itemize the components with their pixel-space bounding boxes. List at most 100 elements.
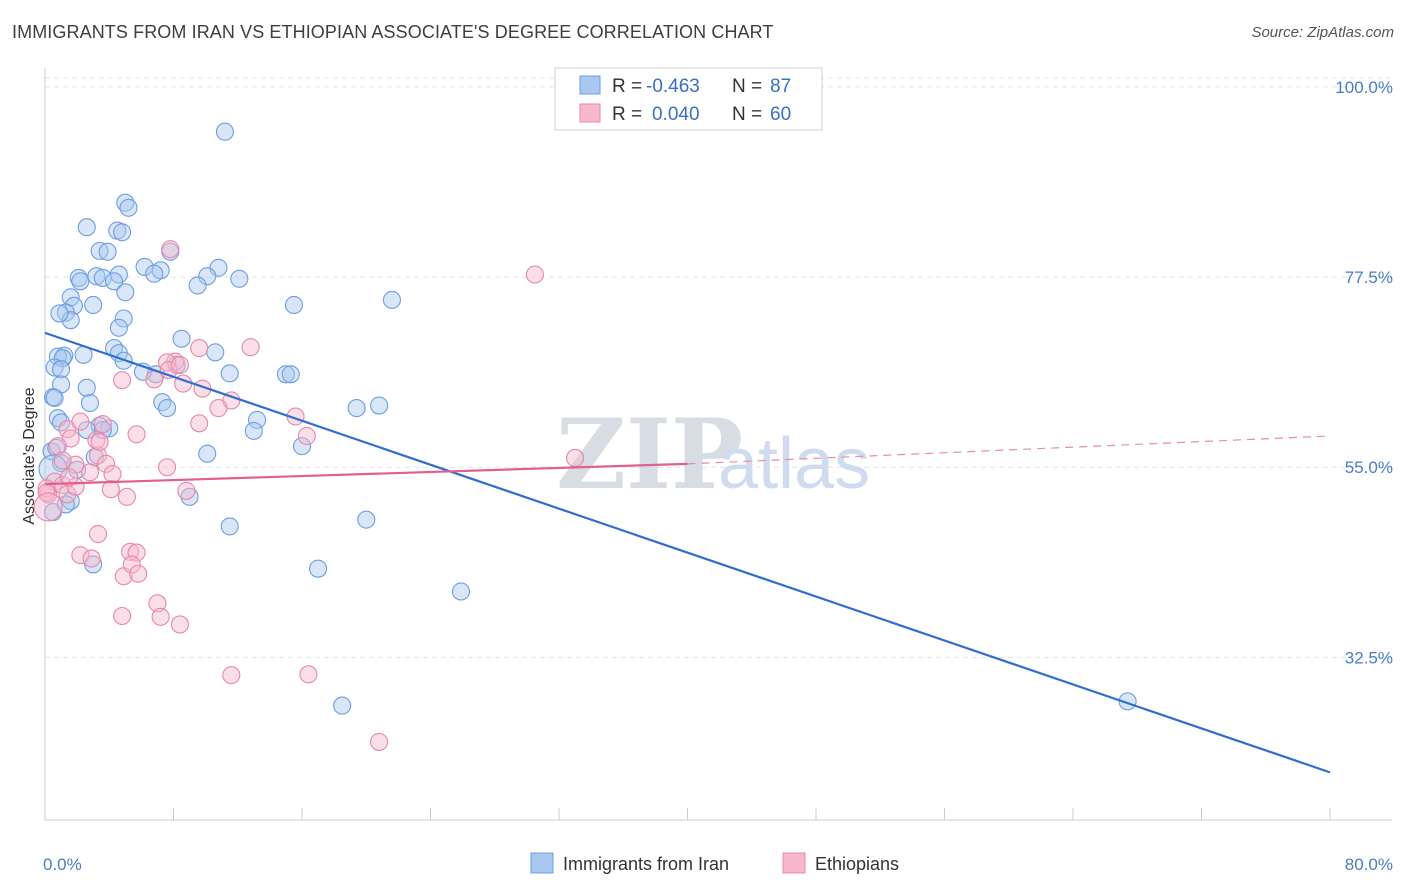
point-iran — [244, 421, 263, 440]
point-iran — [284, 295, 304, 315]
point-iran — [220, 517, 239, 536]
point-iran — [357, 510, 376, 529]
point-ethiopians — [117, 487, 136, 506]
legend-n-value-ethiopians: 60 — [770, 104, 791, 125]
legend-r-value-ethiopians: 0.040 — [652, 104, 700, 125]
axes — [44, 68, 1392, 821]
point-iran — [52, 413, 71, 432]
point-ethiopians — [525, 265, 544, 284]
legend-n-label-iran: N = — [732, 76, 762, 97]
point-ethiopians — [60, 468, 79, 487]
point-iran — [113, 223, 132, 242]
point-iran — [382, 290, 402, 309]
point-iran — [220, 364, 239, 383]
point-iran — [116, 193, 135, 212]
point-iran — [80, 393, 100, 413]
point-ethiopians — [80, 463, 100, 482]
point-iran — [84, 295, 103, 315]
point-iran — [45, 388, 64, 407]
point-ethiopians — [53, 451, 72, 470]
legend-n-value-iran: 87 — [770, 76, 791, 97]
point-ethiopians — [158, 458, 177, 477]
point-ethiopians — [93, 415, 112, 434]
x-tick-label: 80.0% — [1345, 855, 1393, 874]
point-ethiopians — [190, 339, 209, 358]
chart-title: IMMIGRANTS FROM IRAN VS ETHIOPIAN ASSOCI… — [12, 22, 774, 42]
watermark-atlas: atlas — [718, 424, 870, 504]
trend-line-ethiopians — [44, 462, 688, 486]
point-iran — [292, 437, 312, 456]
x-tick-labels: 0.0% 80.0% — [43, 855, 1393, 874]
chart-source: Source: ZipAtlas.com — [1251, 24, 1394, 41]
point-iran — [451, 582, 471, 601]
point-iran — [198, 444, 217, 463]
point-ethiopians — [127, 543, 146, 562]
point-iran — [153, 393, 172, 412]
point-iran — [276, 365, 295, 384]
y-tick-labels: 100.0% 77.5% 55.0% 32.5% — [1335, 78, 1393, 668]
point-iran — [45, 358, 64, 377]
point-ethiopians — [190, 414, 209, 433]
point-ethiopians — [127, 425, 146, 444]
point-iran — [77, 378, 96, 397]
point-iran — [93, 268, 112, 287]
point-ethiopians — [71, 412, 90, 431]
legend-swatch-iran — [579, 75, 601, 95]
y-tick-label: 100.0% — [1335, 78, 1393, 97]
point-iran — [247, 410, 267, 429]
y-tick-label: 55.0% — [1345, 458, 1393, 477]
point-iran — [309, 559, 328, 578]
legend-r-label-iran: R = — [612, 76, 642, 97]
legend-r-value-iran: -0.463 — [646, 76, 700, 97]
point-iran — [370, 396, 389, 415]
y-axis-label: Associate's Degree — [21, 387, 38, 524]
point-ethiopians — [170, 615, 189, 634]
point-iran — [198, 267, 217, 286]
point-iran — [114, 309, 133, 328]
y-tick-label: 32.5% — [1345, 648, 1393, 667]
point-iran — [77, 218, 96, 237]
point-ethiopians — [87, 431, 106, 450]
trend-line-ethiopians-extension — [687, 435, 1331, 465]
point-iran — [43, 388, 63, 407]
legend-n-label-ethiopians: N = — [732, 104, 762, 125]
point-ethiopians — [113, 371, 132, 390]
point-iran — [50, 304, 69, 323]
point-iran — [98, 242, 117, 261]
point-iran — [333, 696, 352, 715]
point-iran — [119, 198, 138, 217]
point-iran — [87, 267, 106, 286]
point-iran — [116, 283, 135, 302]
point-ethiopians — [566, 448, 585, 467]
point-ethiopians — [122, 555, 141, 574]
point-iran — [109, 318, 128, 337]
point-iran — [281, 365, 300, 384]
point-ethiopians — [90, 432, 109, 451]
legend-r-label-ethiopians: R = — [612, 104, 642, 125]
point-iran — [172, 329, 191, 348]
point-iran — [61, 311, 80, 330]
point-ethiopians — [88, 524, 108, 544]
point-iran — [145, 264, 164, 283]
point-ethiopians — [148, 594, 167, 613]
bottom-legend-swatch-iran — [530, 852, 554, 874]
trend-line-iran — [44, 331, 1331, 774]
series-legend: Immigrants from Iran Ethiopians — [530, 852, 899, 874]
y-tick-label: 77.5% — [1345, 268, 1393, 287]
point-iran — [158, 399, 177, 418]
point-ethiopians — [71, 546, 90, 565]
point-ethiopians — [96, 454, 116, 473]
bottom-legend-label-ethiopians: Ethiopians — [815, 854, 899, 874]
point-ethiopians — [101, 480, 120, 499]
point-iran — [93, 421, 112, 440]
point-ethiopians — [48, 437, 67, 456]
point-iran — [230, 269, 249, 288]
point-iran — [84, 555, 103, 574]
point-ethiopians — [33, 492, 63, 522]
point-ethiopians — [177, 481, 196, 500]
point-iran — [206, 343, 225, 362]
point-ethiopians — [129, 564, 148, 583]
x-tick-label: 0.0% — [43, 855, 82, 874]
point-ethiopians — [209, 399, 228, 418]
